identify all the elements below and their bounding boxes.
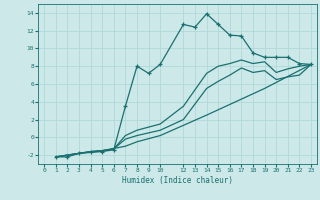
X-axis label: Humidex (Indice chaleur): Humidex (Indice chaleur) xyxy=(122,176,233,185)
